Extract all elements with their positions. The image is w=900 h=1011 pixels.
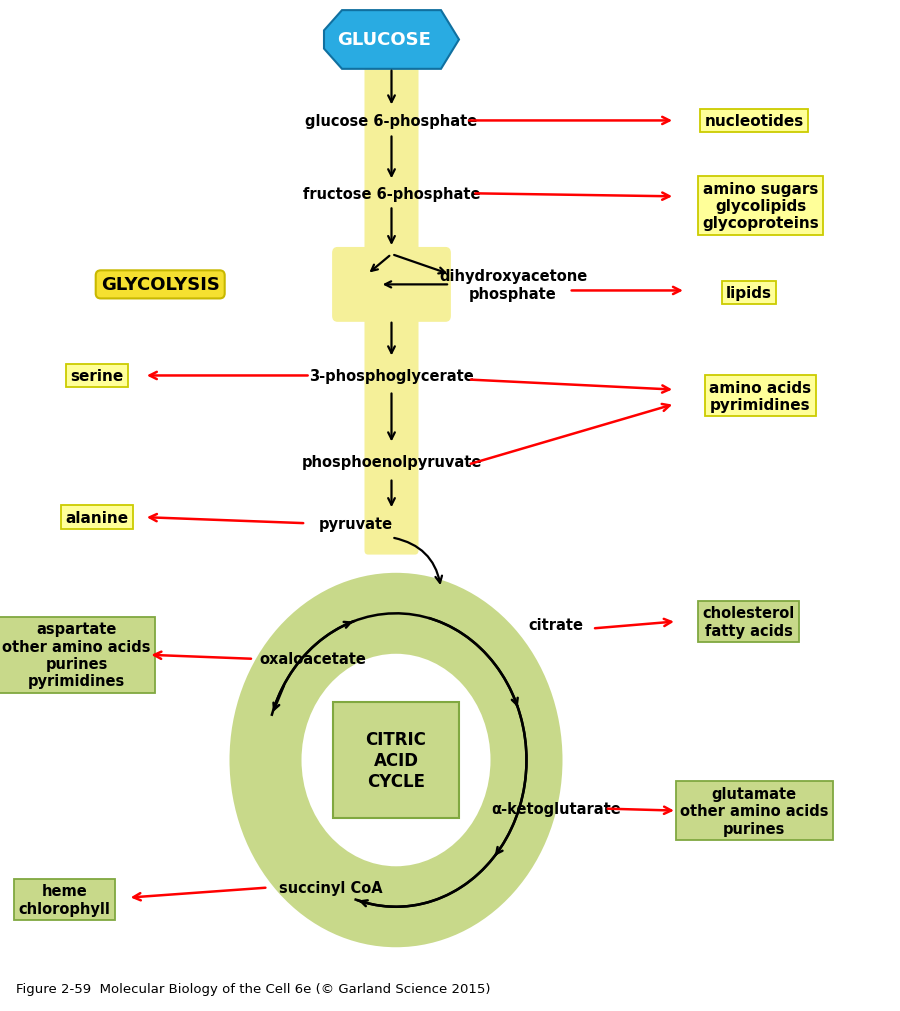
Text: heme
chlorophyll: heme chlorophyll	[19, 884, 111, 916]
Text: GLUCOSE: GLUCOSE	[338, 31, 431, 50]
Text: glutamate
other amino acids
purines: glutamate other amino acids purines	[680, 786, 828, 836]
Text: citrate: citrate	[528, 618, 584, 632]
Text: dihydroxyacetone
phosphate: dihydroxyacetone phosphate	[439, 269, 587, 301]
Text: oxaloacetate: oxaloacetate	[260, 652, 366, 666]
Text: cholesterol
fatty acids: cholesterol fatty acids	[703, 606, 795, 638]
Text: amino sugars
glycolipids
glycoproteins: amino sugars glycolipids glycoproteins	[702, 181, 819, 232]
Text: phosphoenolpyruvate: phosphoenolpyruvate	[302, 455, 482, 469]
Circle shape	[230, 573, 562, 947]
FancyBboxPatch shape	[364, 67, 418, 555]
Text: serine: serine	[70, 369, 124, 383]
Text: 3-phosphoglycerate: 3-phosphoglycerate	[309, 369, 474, 383]
Polygon shape	[324, 11, 459, 70]
Text: amino acids
pyrimidines: amino acids pyrimidines	[709, 380, 812, 412]
Text: succinyl CoA: succinyl CoA	[279, 881, 383, 895]
Text: Figure 2-59  Molecular Biology of the Cell 6e (© Garland Science 2015): Figure 2-59 Molecular Biology of the Cel…	[16, 983, 490, 995]
FancyBboxPatch shape	[332, 248, 451, 323]
Text: alanine: alanine	[66, 511, 129, 525]
Text: GLYCOLYSIS: GLYCOLYSIS	[101, 276, 220, 294]
Text: lipids: lipids	[725, 286, 772, 300]
Circle shape	[302, 654, 490, 866]
FancyBboxPatch shape	[333, 702, 459, 819]
Text: CITRIC
ACID
CYCLE: CITRIC ACID CYCLE	[365, 731, 427, 790]
Text: α-ketoglutarate: α-ketoglutarate	[491, 802, 621, 816]
Text: aspartate
other amino acids
purines
pyrimidines: aspartate other amino acids purines pyri…	[2, 622, 151, 688]
Text: glucose 6-phosphate: glucose 6-phosphate	[305, 114, 478, 128]
Text: nucleotides: nucleotides	[705, 114, 804, 128]
Text: fructose 6-phosphate: fructose 6-phosphate	[302, 187, 481, 201]
Text: pyruvate: pyruvate	[319, 517, 392, 531]
